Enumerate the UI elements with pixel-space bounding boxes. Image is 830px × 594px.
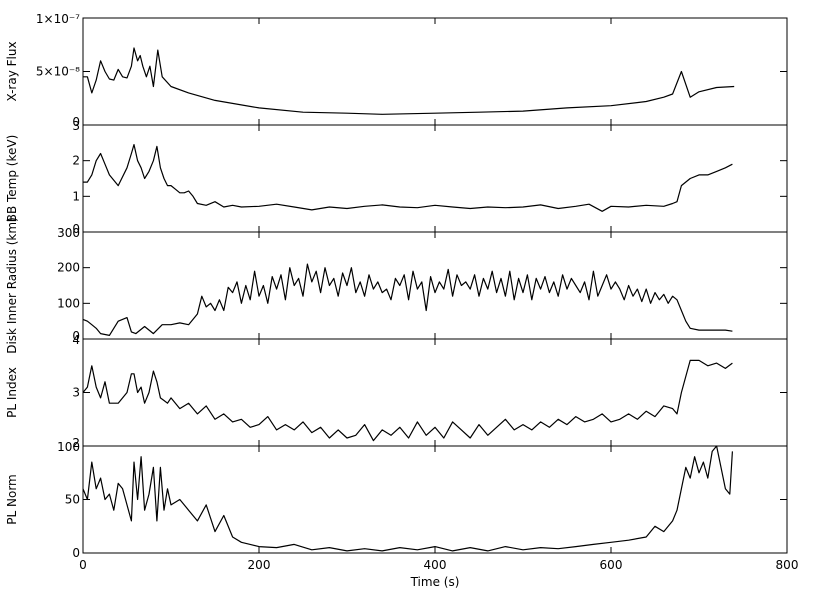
- x-tick-label: 800: [776, 558, 799, 572]
- panel-3: 0 100 200 300 Disk Inner Radius (km): [5, 217, 788, 354]
- y-axis-label: PL Index: [5, 367, 19, 418]
- y-tick-label: 2: [72, 436, 80, 450]
- panel-4: 2 3 4 PL Index: [5, 333, 788, 450]
- x-tick-label: 400: [424, 558, 447, 572]
- panel-2: 0 1 2 3 BB Temp (keV): [5, 119, 788, 236]
- panel-frame: [82, 445, 788, 554]
- x-axis-label: Time (s): [410, 575, 460, 589]
- y-tick-label: 0: [72, 222, 80, 236]
- y-tick-label: 2: [72, 154, 80, 168]
- y-tick-label: 4: [72, 333, 80, 347]
- x-tick-label: 600: [600, 558, 623, 572]
- panel-5: 0 50 100 PL Norm: [5, 440, 788, 560]
- series-line: [83, 47, 735, 115]
- chart-panels: 0 5×10⁻⁸ 1×10⁻⁷ X-ray Flux 0 1 2 3 BB Temp (keV)…: [5, 12, 798, 572]
- series-line: [83, 144, 733, 212]
- y-tick-label: 3: [72, 119, 80, 133]
- series-line: [82, 263, 733, 336]
- x-tick-label: 0: [79, 558, 87, 572]
- panel-frame: [82, 124, 788, 233]
- y-tick-label: 1: [72, 189, 80, 203]
- series-line: [82, 359, 733, 442]
- y-axis-label: BB Temp (keV): [5, 135, 19, 223]
- y-tick-label: 0: [72, 329, 80, 343]
- y-tick-label: 300: [57, 226, 80, 240]
- y-axis-label: X-ray Flux: [5, 41, 19, 101]
- panel-frame: [82, 231, 788, 340]
- y-axis-label: PL Norm: [5, 474, 19, 524]
- y-tick-label: 200: [57, 261, 80, 275]
- y-tick-label: 100: [57, 296, 80, 310]
- y-tick-label: 50: [65, 493, 80, 507]
- y-axis-label: Disk Inner Radius (km): [5, 217, 19, 354]
- y-tick-label: 1×10⁻⁷: [36, 12, 80, 26]
- y-tick-label: 3: [72, 386, 80, 400]
- y-tick-label: 5×10⁻⁸: [36, 65, 80, 79]
- series-line: [82, 445, 733, 552]
- y-tick-label: 100: [57, 440, 80, 454]
- panel-1: 0 5×10⁻⁸ 1×10⁻⁷ X-ray Flux: [5, 12, 788, 129]
- x-tick-label: 200: [248, 558, 271, 572]
- y-tick-label: 0: [72, 115, 80, 129]
- y-tick-label: 0: [72, 546, 80, 560]
